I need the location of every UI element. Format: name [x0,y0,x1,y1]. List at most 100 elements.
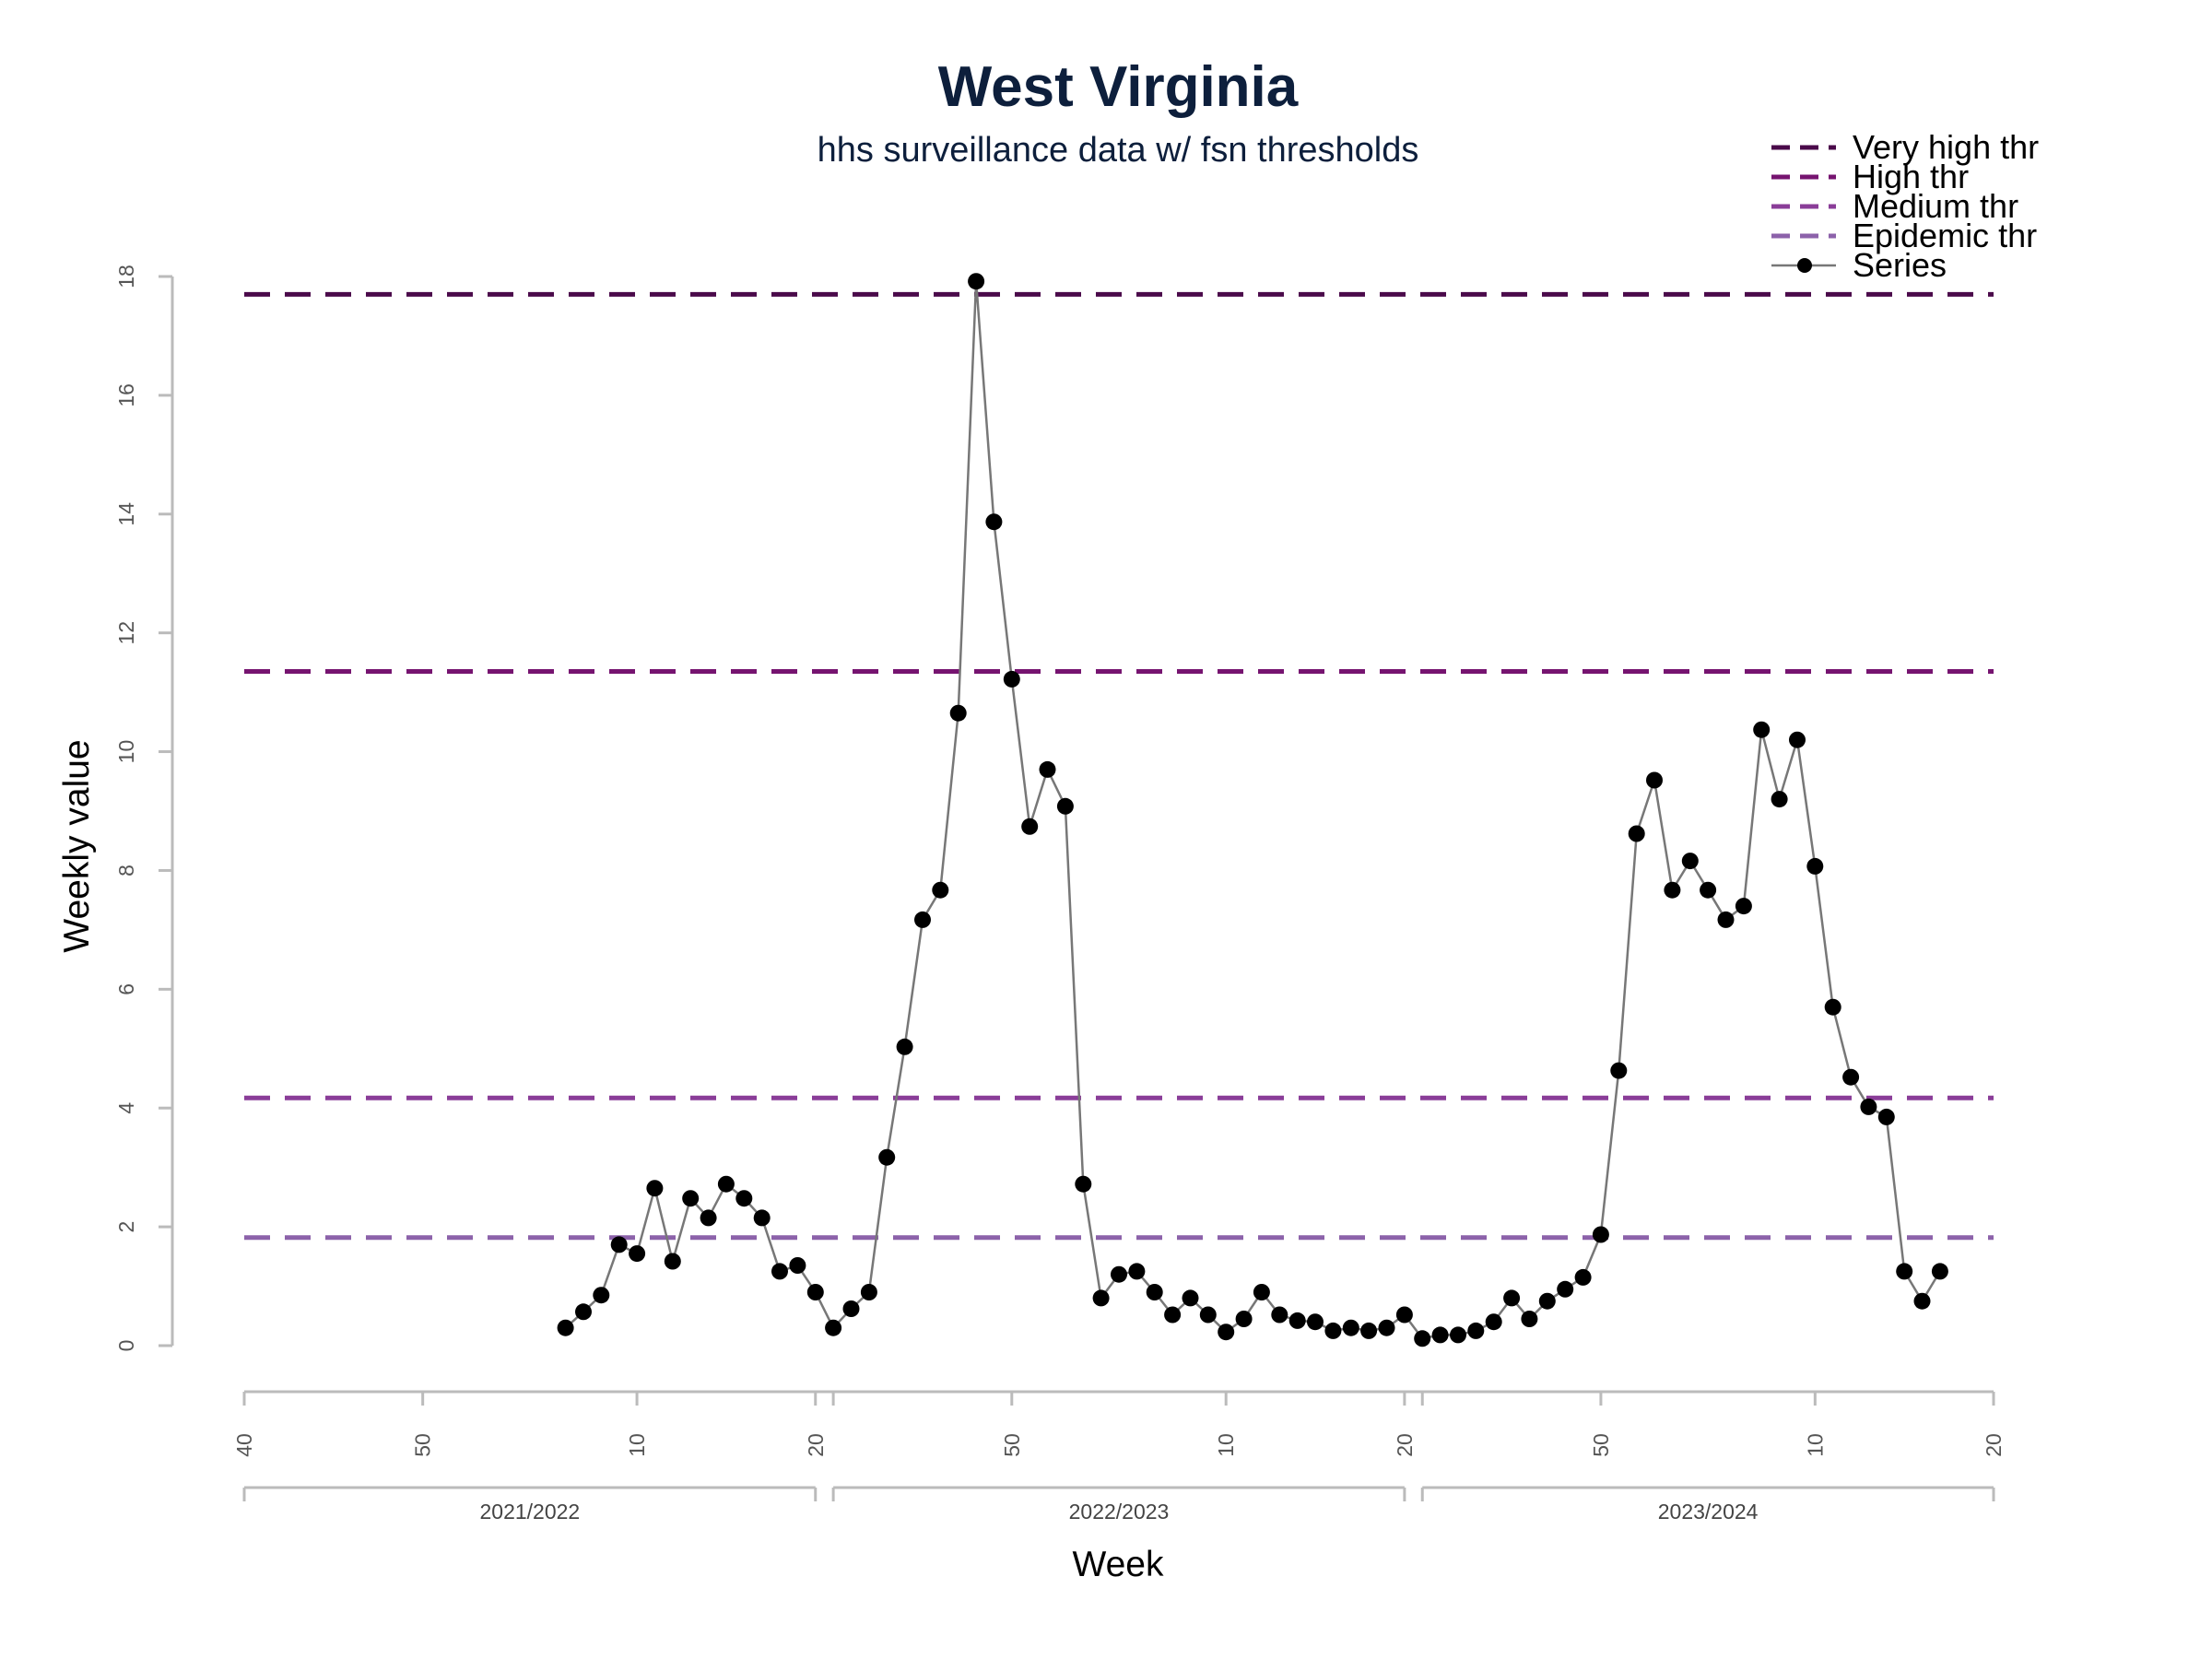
series-point [1485,1313,1502,1331]
series-point [717,1175,735,1193]
series-point [1931,1263,1948,1280]
series-point [1360,1322,1378,1339]
x-tick-label: 40 [232,1433,256,1457]
series-point [1111,1265,1127,1283]
series-point [1557,1280,1574,1298]
series-point [593,1287,610,1304]
legend-marker [1797,258,1812,273]
y-tick-label: 10 [114,740,138,764]
series-point [932,881,949,899]
series-point [1235,1311,1253,1327]
series-point [1431,1326,1449,1344]
series-point [842,1300,860,1317]
series-point [682,1190,700,1207]
series-point [1218,1324,1235,1341]
series-point [949,704,967,722]
y-tick-label: 2 [114,1221,138,1233]
series-point [1288,1312,1306,1329]
chart-title: West Virginia [938,55,1299,119]
series-point [629,1245,646,1263]
series-point [1092,1289,1110,1307]
series-point [1610,1062,1628,1079]
series-point [1414,1330,1431,1347]
x-tick-label: 10 [1214,1433,1238,1457]
x-tick-label: 20 [1393,1433,1417,1457]
series-point [735,1190,753,1207]
y-tick-label: 6 [114,983,138,995]
series-point [1574,1268,1592,1286]
series-point [1860,1098,1877,1115]
series-point [1735,898,1752,915]
series-point [985,513,1003,531]
legend-label: Very high thr [1853,128,2039,166]
series-point [771,1263,788,1280]
x-tick-label: 50 [1589,1433,1613,1457]
series-point [968,273,985,290]
series-point [646,1180,664,1197]
series-point [700,1209,717,1227]
series-point [610,1236,628,1253]
series-point [806,1284,824,1300]
series-point [1467,1322,1485,1339]
x-tick-label: 10 [1803,1433,1827,1457]
series-point [1021,818,1039,835]
series-point [1056,797,1074,815]
series-point [1771,791,1788,808]
series-point [1806,857,1824,875]
legend-label: Series [1853,246,1947,284]
series-point [1342,1319,1359,1336]
series-point [896,1038,913,1055]
series-point [1753,721,1771,738]
series-point [1628,825,1645,842]
series-point [1700,881,1717,899]
chart-subtitle: hhs surveillance data w/ fsn thresholds [818,131,1419,170]
y-tick-label: 14 [114,502,138,526]
series-point [1075,1175,1092,1193]
series-point [1307,1313,1324,1331]
series-point [1503,1289,1521,1307]
series-point [1913,1292,1931,1310]
series-point [825,1319,842,1336]
series-point [878,1148,896,1166]
series-point [557,1319,574,1336]
series-point [1717,911,1735,928]
series-point [1271,1306,1288,1324]
series-point [1182,1289,1199,1307]
series-point [1003,670,1020,688]
x-tick-label: 20 [804,1433,828,1457]
series-point [914,911,931,928]
series-point [860,1284,877,1300]
x-axis-title: Week [1073,1545,1164,1584]
x-tick-label: 50 [411,1433,435,1457]
series-line [564,281,1941,1340]
season-label: 2023/2024 [1658,1500,1759,1524]
series-point [1164,1306,1182,1324]
y-tick-label: 16 [114,383,138,407]
y-axis: 0 2 4 6 8 10 12 14 16 18 [114,265,174,1352]
y-tick-label: 18 [114,265,138,288]
series-point [1538,1292,1556,1310]
x-tick-label: 20 [1982,1433,2006,1457]
y-tick-label: 0 [114,1340,138,1352]
series-point [1789,731,1806,748]
series-point [1039,760,1056,778]
legend-label: High thr [1853,158,1969,195]
series-point [1664,881,1681,899]
series-point [1824,998,1841,1016]
series-point [1681,853,1699,870]
series-point [1521,1311,1538,1327]
series-point [1199,1306,1217,1324]
series-point [1128,1263,1146,1280]
season-label: 2022/2023 [1069,1500,1170,1524]
series-point [1896,1263,1913,1280]
season-axis: 2021/2022 2022/2023 2023/2024 [242,1486,1995,1524]
season-label: 2021/2022 [480,1500,581,1524]
legend-label: Medium thr [1853,187,2018,225]
legend-label: Epidemic thr [1853,217,2037,254]
series-point [1146,1284,1163,1300]
series-group [557,273,1948,1347]
series-point [1324,1322,1342,1339]
x-tick-label: 10 [625,1433,649,1457]
